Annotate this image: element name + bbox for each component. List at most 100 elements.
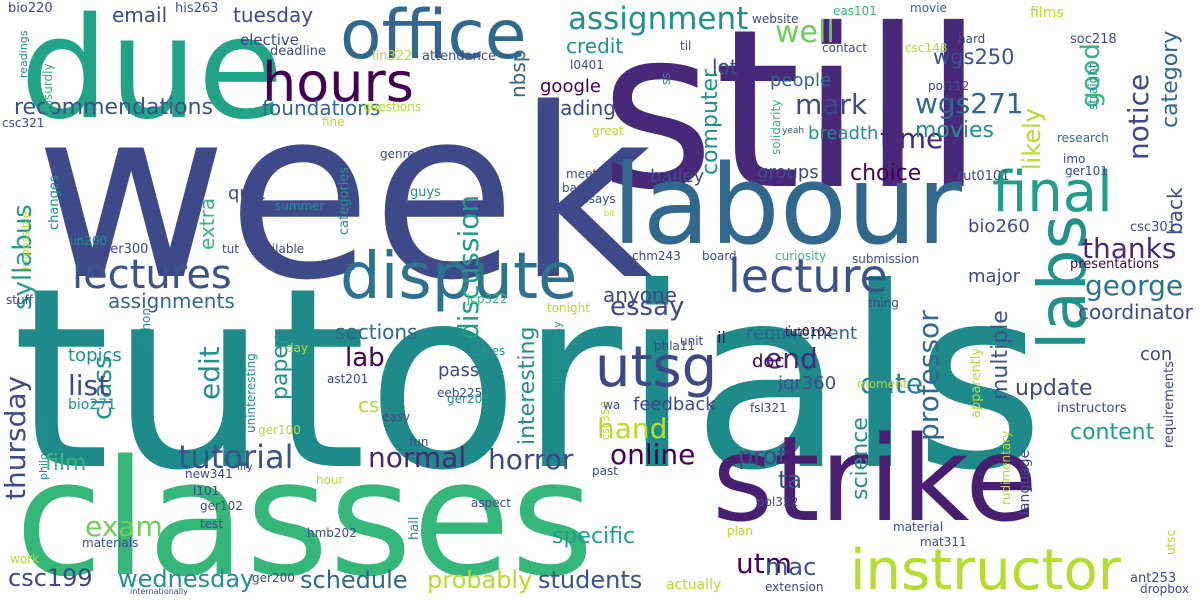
word-lecture: lecture (728, 249, 888, 303)
word-lab: lab (345, 343, 385, 373)
word-website: website (752, 12, 799, 26)
word-hmb202: hmb202 (307, 526, 357, 540)
word-available: available (250, 242, 305, 256)
word-changes: changes (47, 175, 62, 230)
word-breadth: breadth (808, 123, 879, 144)
word-attendance: attendance (422, 49, 497, 64)
word-edit: edit (193, 346, 226, 400)
word-bio220: bio220 (8, 1, 53, 16)
word-imo: imo (1063, 152, 1086, 166)
word-essays: essays (575, 192, 616, 206)
word-requirements: requirements (1162, 361, 1177, 448)
word-hours: hours (262, 51, 414, 114)
word-rudimentary: rudimentary (999, 430, 1013, 505)
word-thing: thing (868, 296, 899, 310)
word-google: google (540, 76, 601, 97)
word-still: still (600, 0, 985, 238)
word-csc148: csc148 (905, 41, 948, 55)
word-test: test (200, 517, 224, 531)
word-tutorial: tutorial (178, 438, 294, 476)
word-instructor: instructor (850, 538, 1121, 600)
word-notice: notice (1122, 73, 1155, 160)
word-probably: probably (427, 566, 533, 594)
word-lot: lot (712, 55, 738, 79)
word-office: office (340, 0, 527, 75)
word-hand: hand (597, 412, 668, 445)
word-category: category (1158, 30, 1183, 128)
word-bit: bit (604, 209, 615, 218)
word-meet: meet (566, 167, 598, 181)
word-bailey: bailey (650, 166, 705, 187)
word-instructors: instructors (1057, 401, 1127, 416)
word-con: con (1140, 344, 1173, 365)
word-ii: ii (717, 328, 726, 347)
word-lin200: lin200 (70, 234, 108, 248)
word-straight: straight (1086, 63, 1100, 110)
word-utm: utm (736, 547, 792, 580)
word-unit: unit (680, 334, 704, 348)
word-csc321: csc321 (2, 116, 45, 130)
word-stuff: stuff (6, 293, 33, 307)
word-dispute: dispute (340, 240, 578, 314)
word-end: end (765, 342, 818, 375)
word-multiple: multiple (988, 310, 1013, 400)
word-discussion: discussion (452, 194, 485, 340)
word-extra: extra (195, 197, 219, 250)
word-aspect: aspect (471, 496, 511, 510)
word-work: work (10, 552, 40, 566)
word-requirement: requirement (746, 323, 858, 344)
word-plan: plan (727, 524, 753, 538)
word-python: python (139, 308, 153, 350)
word-genre: genre (380, 147, 415, 161)
word-summer: summer (275, 199, 325, 213)
word-ger102: ger102 (200, 499, 243, 513)
word-students: students (538, 566, 643, 594)
word-mark: mark (795, 88, 868, 121)
word-utsc: utsc (1164, 529, 1178, 555)
word-recommendations: recommendations (14, 95, 214, 120)
word-nbsp: nbsp (506, 49, 530, 99)
word-computer: computer (698, 68, 723, 175)
word-dropbox: dropbox (1140, 582, 1189, 596)
word-quiz: quiz (228, 183, 266, 204)
word-guys: guys (410, 185, 441, 200)
word-assignment: assignment (568, 1, 749, 37)
word-basis: basis (562, 181, 593, 195)
word-tut0102: tut0102 (785, 325, 833, 339)
word-new341: new341 (185, 467, 233, 481)
word-past: past (592, 464, 618, 478)
word-foundations: foundations (262, 96, 381, 120)
word-dates: dates (472, 344, 506, 358)
word-research: research (1057, 131, 1109, 145)
word-eeb225: eeb225 (437, 386, 483, 400)
word-impossible: impossible (19, 211, 32, 270)
word-exam: exam (85, 510, 163, 543)
word-board: board (702, 249, 737, 263)
word-apparently: apparently (969, 347, 984, 418)
word-ger100: ger100 (258, 423, 301, 437)
word-films: films (1030, 5, 1064, 21)
word-csc301: csc301 (1130, 220, 1176, 235)
word-tonight: tonight (547, 301, 590, 315)
word-ant253: ant253 (1130, 571, 1177, 586)
word-utsg: utsg (595, 335, 718, 400)
word-anyone: anyone (603, 283, 677, 307)
word-doc: doc (752, 351, 785, 372)
word-jqr360: jqr360 (778, 373, 837, 394)
word-wa: wa (603, 398, 621, 412)
word-bibliography: bibliography (551, 321, 564, 390)
word-fun: fun (409, 435, 429, 449)
word-people: people (770, 70, 832, 91)
word-due: due (20, 0, 284, 151)
word-online: online (610, 438, 696, 471)
word-moment: moment (857, 377, 908, 391)
word-fsl321: fsl321 (750, 401, 787, 415)
word-absurdly: absurdly (41, 63, 55, 115)
word-bio260: bio260 (968, 216, 1030, 237)
word-normal: normal (368, 441, 467, 474)
word-strike: strike (712, 410, 1038, 548)
word-mac: mac (765, 553, 817, 581)
word-deadline: deadline (270, 44, 326, 59)
word-categories: categories (337, 166, 352, 235)
word-extension: extension (765, 580, 824, 594)
